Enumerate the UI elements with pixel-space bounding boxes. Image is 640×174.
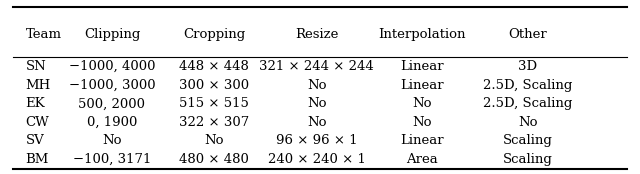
Text: Linear: Linear [401, 135, 444, 147]
Text: Clipping: Clipping [84, 28, 140, 41]
Text: No: No [307, 79, 326, 92]
Text: SV: SV [26, 135, 44, 147]
Text: 2.5D, Scaling: 2.5D, Scaling [483, 97, 573, 110]
Text: Interpolation: Interpolation [379, 28, 466, 41]
Text: EK: EK [26, 97, 45, 110]
Text: SN: SN [26, 60, 46, 73]
Text: 321 × 244 × 244: 321 × 244 × 244 [259, 60, 374, 73]
Text: No: No [518, 116, 538, 129]
Text: No: No [205, 135, 224, 147]
Text: 480 × 480: 480 × 480 [179, 153, 250, 166]
Text: 515 × 515: 515 × 515 [179, 97, 250, 110]
Text: 0, 1900: 0, 1900 [87, 116, 137, 129]
Text: 96 × 96 × 1: 96 × 96 × 1 [276, 135, 358, 147]
Text: 2.5D, Scaling: 2.5D, Scaling [483, 79, 573, 92]
Text: Scaling: Scaling [503, 153, 553, 166]
Text: 3D: 3D [518, 60, 538, 73]
Text: Area: Area [406, 153, 438, 166]
Text: 500, 2000: 500, 2000 [79, 97, 145, 110]
Text: No: No [102, 135, 122, 147]
Text: 448 × 448: 448 × 448 [179, 60, 250, 73]
Text: Linear: Linear [401, 60, 444, 73]
Text: −1000, 4000: −1000, 4000 [68, 60, 156, 73]
Text: No: No [413, 97, 432, 110]
Text: Other: Other [509, 28, 547, 41]
Text: 240 × 240 × 1: 240 × 240 × 1 [268, 153, 365, 166]
Text: −100, 3171: −100, 3171 [73, 153, 151, 166]
Text: Linear: Linear [401, 79, 444, 92]
Text: No: No [413, 116, 432, 129]
Text: MH: MH [26, 79, 51, 92]
Text: BM: BM [26, 153, 49, 166]
Text: Team: Team [26, 28, 61, 41]
Text: Scaling: Scaling [503, 135, 553, 147]
Text: Resize: Resize [295, 28, 339, 41]
Text: Cropping: Cropping [183, 28, 246, 41]
Text: 300 × 300: 300 × 300 [179, 79, 250, 92]
Text: CW: CW [26, 116, 49, 129]
Text: 322 × 307: 322 × 307 [179, 116, 250, 129]
Text: No: No [307, 116, 326, 129]
Text: −1000, 3000: −1000, 3000 [68, 79, 156, 92]
Text: No: No [307, 97, 326, 110]
